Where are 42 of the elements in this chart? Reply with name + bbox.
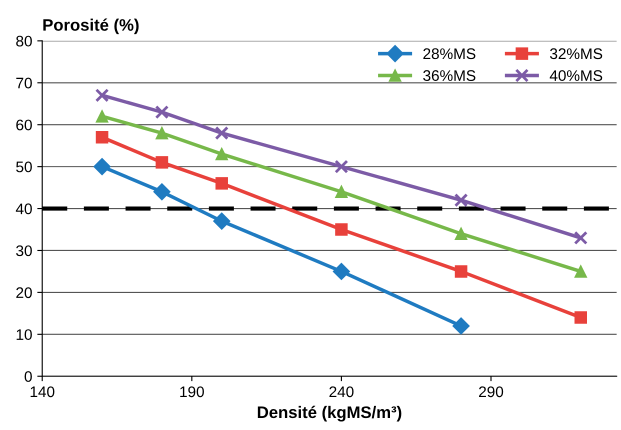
- point: [96, 110, 108, 123]
- point: [332, 262, 350, 280]
- y-tick-label: 30: [16, 245, 32, 256]
- point: [156, 156, 168, 169]
- legend-label: 36%MS: [423, 70, 476, 81]
- y-tick-label: 80: [16, 36, 32, 47]
- x-tick-label: 290: [479, 386, 504, 398]
- point: [96, 131, 108, 144]
- x-tick-label: 240: [329, 386, 354, 398]
- x-axis-title: Densité (kgMS/m³): [258, 406, 402, 422]
- legend-label: 40%MS: [550, 70, 602, 81]
- y-tick-label: 40: [16, 203, 32, 214]
- point: [335, 223, 348, 236]
- legend-label: 32%MS: [550, 48, 602, 60]
- x-tick-label: 190: [180, 386, 204, 398]
- point: [215, 177, 228, 190]
- point: [574, 230, 588, 245]
- point: [95, 88, 110, 102]
- point: [214, 126, 229, 140]
- y-tick-label: 0: [24, 371, 32, 382]
- legend-label: 28%MS: [423, 48, 476, 60]
- point: [574, 265, 587, 278]
- y-tick-label: 70: [16, 78, 32, 88]
- point: [94, 158, 111, 176]
- point: [454, 265, 468, 278]
- point: [574, 311, 587, 324]
- y-tick-label: 10: [16, 329, 32, 340]
- point: [153, 183, 170, 200]
- y-tick-label: 20: [16, 287, 32, 298]
- point: [154, 105, 169, 120]
- point: [213, 212, 230, 230]
- point: [215, 148, 228, 160]
- point: [452, 317, 470, 334]
- point: [156, 126, 168, 140]
- point: [335, 186, 348, 198]
- y-tick-label: 60: [16, 120, 32, 130]
- x-tick-label: 140: [30, 386, 54, 398]
- y-axis-title: Porosité (%): [43, 18, 139, 34]
- point: [334, 160, 348, 174]
- point: [454, 227, 468, 240]
- point: [454, 193, 468, 208]
- y-tick-label: 50: [16, 161, 32, 172]
